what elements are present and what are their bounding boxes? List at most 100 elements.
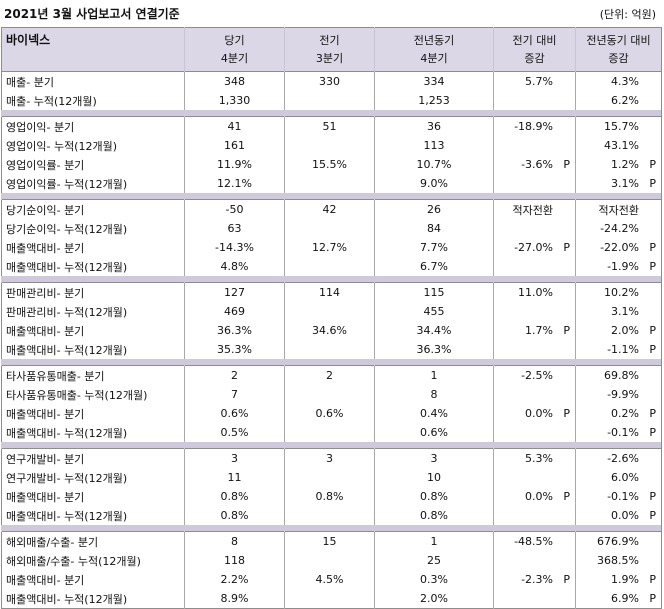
table-row: 매출액대비- 누적(12개월) 8.9% 2.0% 6.9% P (2, 589, 662, 609)
qoq-change-value (493, 257, 576, 276)
change-value: 15.7% (604, 120, 639, 133)
year-ago-value: 3 (374, 448, 494, 468)
qoq-change-value (493, 423, 576, 442)
current-quarter-value: 118 (184, 551, 285, 570)
change-value: 0.0% (525, 490, 553, 503)
year-ago-value: 455 (374, 302, 494, 321)
percent-point-suffix: P (649, 407, 656, 420)
current-quarter-value: -14.3% (184, 238, 285, 257)
yoy-change-value: 6.9% P (575, 589, 662, 609)
table-row: 판매관리비- 분기 127 114 115 11.0% 10.2% (1, 282, 662, 302)
row-label: 해외매출/수출- 누적(12개월) (6, 554, 141, 568)
change-value: -48.5% (514, 535, 553, 548)
yoy-change-value: -9.9% (575, 385, 662, 404)
yoy-change-value: -24.2% (575, 219, 662, 238)
current-quarter-value: 4.8% (184, 257, 285, 276)
row-label: 연구개발비- 분기 (1, 448, 185, 468)
current-quarter-value: 0.8% (184, 487, 285, 506)
change-value: 6.9% (611, 592, 639, 605)
current-quarter-value: 41 (184, 116, 285, 136)
row-label: 매출- 누적(12개월) (6, 94, 97, 108)
row-label: 당기순이익- 누적(12개월) (6, 222, 128, 236)
percent-point-suffix: P (649, 573, 656, 586)
current-quarter-value: 0.5% (184, 423, 285, 442)
year-ago-value: 7.7% (374, 238, 494, 257)
change-value: 적자전환 (598, 203, 639, 217)
percent-point-suffix: P (649, 177, 656, 190)
year-ago-value: 10.7% (374, 155, 494, 174)
current-quarter-value: 1,330 (184, 91, 285, 110)
qoq-change-value: -27.0% P (493, 238, 576, 257)
qoq-change-value: 5.7% (493, 71, 576, 91)
change-value: -1.9% (607, 260, 639, 273)
qoq-change-value (493, 91, 576, 110)
year-ago-value: 34.4% (374, 321, 494, 340)
change-value: 11.0% (518, 286, 553, 299)
group-separator (1, 442, 662, 449)
row-label: 매출액대비- 분기 (6, 324, 85, 338)
previous-quarter-value (284, 136, 375, 155)
current-quarter-value: 36.3% (184, 321, 285, 340)
table-row: 영업이익- 누적(12개월) 161 113 43.1% (2, 136, 662, 155)
year-ago-value: 9.0% (374, 174, 494, 193)
table-row: 타사품유통매출- 분기 2 2 1 -2.5% 69.8% (1, 365, 662, 385)
column-header-current: 당기 4분기 (184, 27, 285, 72)
percent-point-suffix: P (649, 343, 656, 356)
previous-quarter-value (284, 506, 375, 525)
year-ago-value: 115 (374, 282, 494, 302)
qoq-change-value: 적자전환 (493, 199, 576, 219)
percent-point-suffix: P (649, 241, 656, 254)
current-quarter-value: 35.3% (184, 340, 285, 359)
group-separator (1, 193, 662, 200)
qoq-change-value (493, 385, 576, 404)
qoq-change-value (493, 468, 576, 487)
current-quarter-value: 8 (184, 531, 285, 551)
qoq-change-value (493, 340, 576, 359)
change-value: 43.1% (604, 139, 639, 152)
previous-quarter-value: 51 (284, 116, 375, 136)
current-quarter-value: 2.2% (184, 570, 285, 589)
current-quarter-value: 161 (184, 136, 285, 155)
previous-quarter-value: 2 (284, 365, 375, 385)
yoy-change-value: -0.1% P (575, 423, 662, 442)
yoy-change-value: 1.2% P (575, 155, 662, 174)
row-label: 타사품유통매출- 누적(12개월) (6, 388, 148, 402)
change-value: 1.9% (611, 573, 639, 586)
current-quarter-value: 0.8% (184, 506, 285, 525)
row-label: 매출액대비- 분기 (6, 490, 85, 504)
percent-point-suffix: P (649, 426, 656, 439)
year-ago-value: 25 (374, 551, 494, 570)
change-value: 368.5% (597, 554, 639, 567)
year-ago-value: 1 (374, 365, 494, 385)
previous-quarter-value (284, 219, 375, 238)
percent-point-suffix: P (563, 573, 570, 586)
current-quarter-value: 7 (184, 385, 285, 404)
change-value: -27.0% (514, 241, 553, 254)
yoy-change-value: -1.9% P (575, 257, 662, 276)
year-ago-value: 8 (374, 385, 494, 404)
change-value: 0.0% (611, 509, 639, 522)
current-quarter-value: 8.9% (184, 589, 285, 609)
year-ago-value: 1,253 (374, 91, 494, 110)
column-header-previous: 전기 3분기 (284, 27, 375, 72)
financial-table: 바이넥스 당기 4분기 전기 3분기 전년동기 4분기 전기 대비 증감 전년동기 대비… (1, 27, 662, 609)
year-ago-value: 0.8% (374, 506, 494, 525)
qoq-change-value (493, 174, 576, 193)
qoq-change-value: 0.0% P (493, 487, 576, 506)
change-value: 1.7% (525, 324, 553, 337)
change-value: -24.2% (600, 222, 639, 235)
qoq-change-value: 5.3% (493, 448, 576, 468)
change-value: -0.1% (607, 426, 639, 439)
row-label: 해외매출/수출- 분기 (1, 531, 185, 551)
table-row: 당기순이익- 분기 -50 42 26 적자전환 적자전환 (1, 199, 662, 219)
change-value: 5.3% (525, 452, 553, 465)
table-row: 해외매출/수출- 분기 8 15 1 -48.5% 676.9% (1, 531, 662, 551)
percent-point-suffix: P (649, 509, 656, 522)
change-value: -22.0% (600, 241, 639, 254)
year-ago-value: 0.4% (374, 404, 494, 423)
table-row: 해외매출/수출- 누적(12개월) 118 25 368.5% (2, 551, 662, 570)
year-ago-value: 36.3% (374, 340, 494, 359)
table-row: 매출액대비- 누적(12개월) 35.3% 36.3% -1.1% P (2, 340, 662, 359)
table-row: 매출액대비- 분기 0.6% 0.6% 0.4% 0.0% P 0.2% P (2, 404, 662, 423)
row-label: 연구개발비- 누적(12개월) (6, 471, 128, 485)
